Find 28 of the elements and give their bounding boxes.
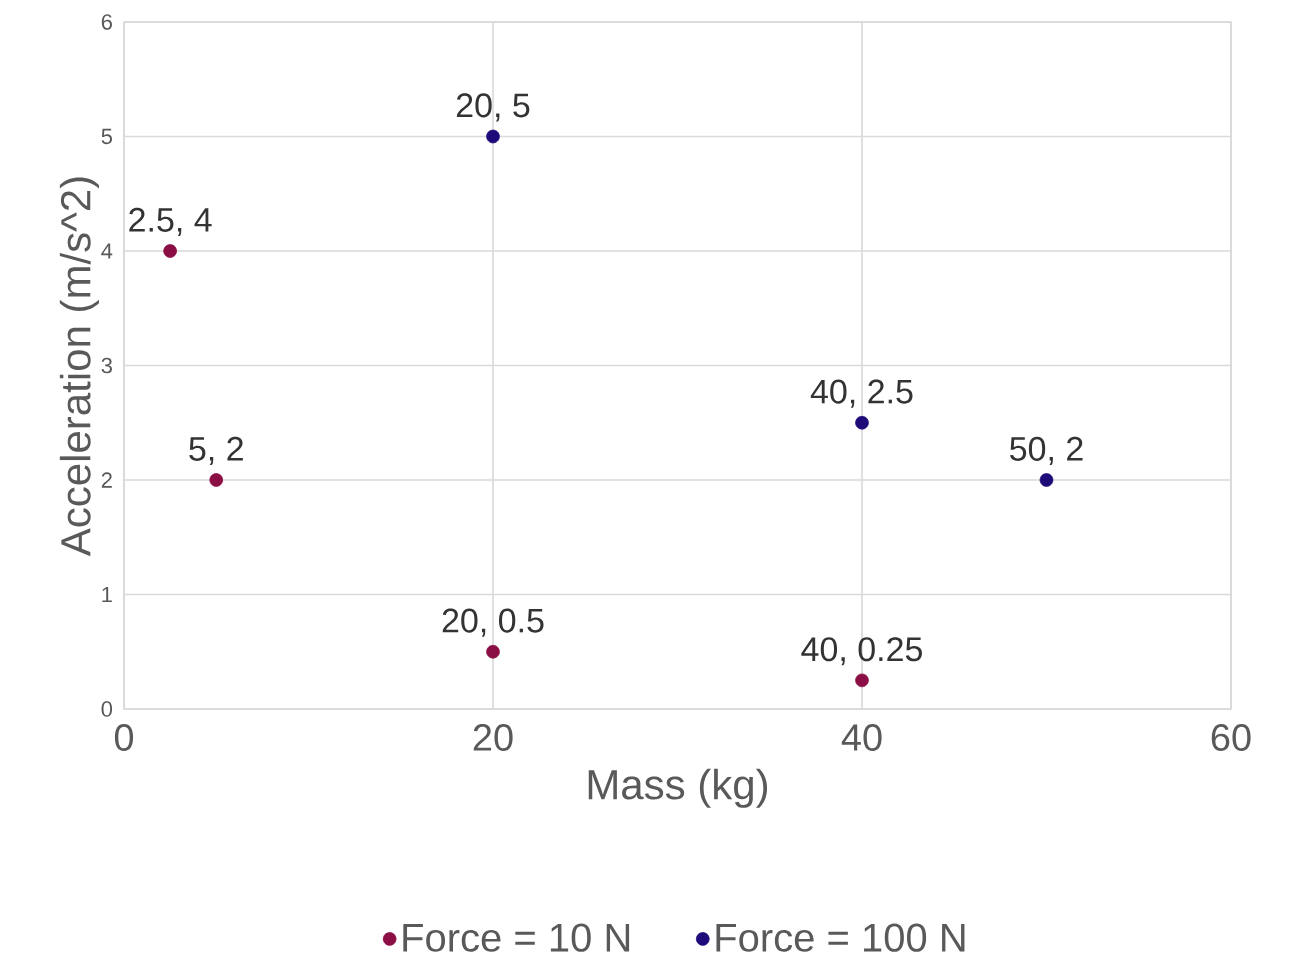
point: [486, 644, 500, 659]
legend-label: Force = 100 N: [716, 923, 965, 952]
y-tick-label: 3: [101, 357, 112, 374]
data-label: 2.5, 4: [129, 207, 212, 236]
data-label: 40, 2.5: [810, 379, 913, 408]
x-tick-label: 60: [1211, 724, 1251, 751]
data-label: 20, 5: [456, 93, 530, 122]
y-tick-label: 0: [101, 701, 113, 717]
y-tick-label: 6: [101, 14, 112, 30]
point: [855, 673, 869, 688]
y-axis-title: Acceleration (m/s^2): [59, 177, 99, 557]
x-axis-title: Mass (kg): [588, 768, 768, 808]
y-tick-label: 2: [101, 472, 112, 488]
y-tick-label: 5: [101, 128, 112, 145]
x-tick-label: 20: [473, 724, 513, 751]
x-tick-label: 40: [841, 724, 882, 751]
point: [486, 129, 500, 144]
data-label: 20, 0.5: [442, 608, 544, 637]
data-label: 40, 0.25: [801, 637, 922, 666]
data-label: 5, 2: [189, 436, 243, 465]
y-tick-label: 4: [101, 243, 113, 259]
y-tick-label: 1: [102, 586, 112, 603]
legend-label: Force = 10 N: [403, 923, 630, 952]
point: [1039, 473, 1054, 487]
point: [209, 473, 224, 487]
data-label: 50, 2: [1010, 436, 1083, 465]
point: [855, 415, 869, 430]
point: [163, 244, 177, 258]
